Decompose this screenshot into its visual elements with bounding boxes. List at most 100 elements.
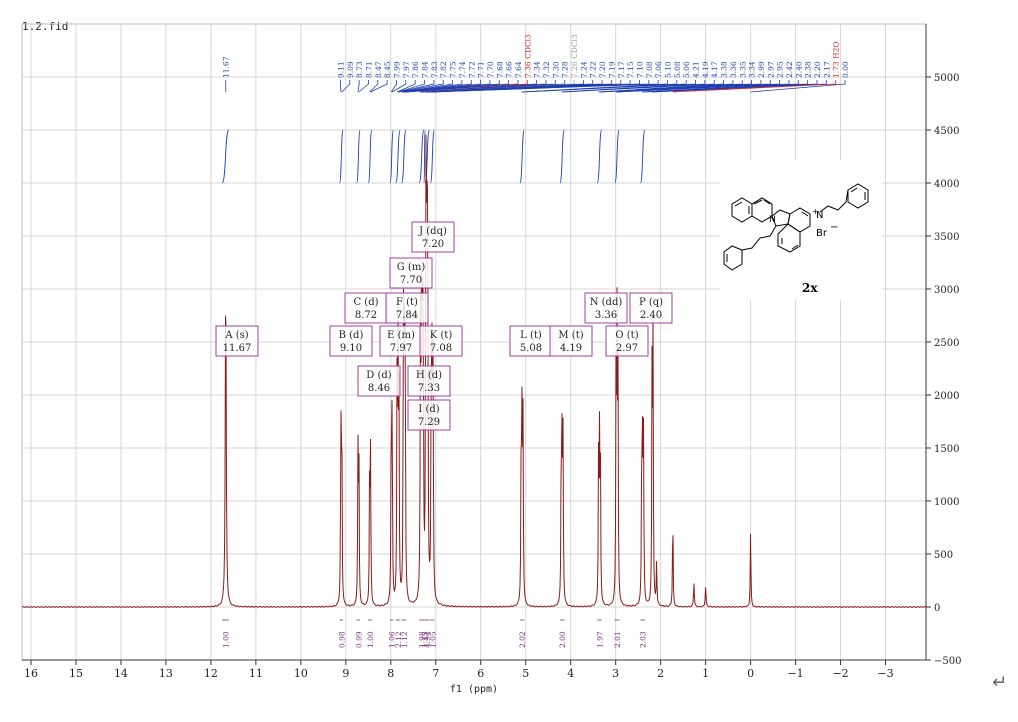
integral-curve (389, 129, 394, 184)
peak-ppm-label: 3.35 (738, 61, 747, 78)
peak-connector (523, 80, 687, 93)
peak-ppm-label: 4.21 (692, 61, 701, 78)
multiplet-label: G (m) (397, 262, 426, 273)
x-tick-label: 12 (204, 667, 218, 680)
peak-ppm-label: 7.83 (430, 61, 439, 78)
integral-curve (614, 129, 620, 184)
peak-connector (370, 80, 388, 93)
peak-ppm-label: 2.42 (785, 61, 794, 78)
multiplet-shift: 4.19 (560, 343, 582, 354)
peak-ppm-label: 4.17 (710, 61, 719, 78)
x-tick-label: 15 (69, 667, 83, 680)
multiplet-box: J (dq) 7.20 (411, 221, 455, 253)
y-tick-label: −500 (934, 656, 961, 667)
integral-value: 1.00 (222, 631, 231, 648)
x-tick-label: 8 (387, 667, 394, 680)
peak-connector (617, 80, 781, 93)
peak-connector (402, 80, 463, 93)
peak-ppm-label: 7.34 (533, 61, 542, 78)
multiplet-shift: 9.10 (340, 343, 362, 354)
integral-curve (429, 129, 435, 184)
peak-ppm-label: 7.20 (598, 61, 607, 78)
peak-connector (398, 80, 444, 93)
structure-counterion-charge: − (830, 222, 838, 233)
multiplet-box: D (d) 8.46 (357, 365, 401, 397)
peak-ppm-label: 7.74 (458, 61, 467, 78)
multiplet-box-frame (407, 399, 451, 431)
peak-ppm-label: 3.34 (748, 61, 757, 78)
integral-curves: 1.00 0.98 0.99 1.00 1.062.121.12 1.981.154.94… (222, 129, 648, 648)
multiplet-box-frame (215, 325, 259, 357)
multiplet-shift: 7.20 (422, 239, 444, 250)
x-tick-label: 13 (159, 667, 173, 680)
structure-background (720, 160, 882, 300)
multiplet-box: C (d) 8.72 (344, 292, 388, 324)
multiplet-shift: 8.46 (368, 383, 390, 394)
multiplet-label: B (d) (339, 330, 364, 341)
x-tick-label: 4 (567, 667, 574, 680)
integral-value: 1.06 (388, 631, 397, 648)
peak-ppm-label: 7.68 (495, 61, 504, 78)
x-tick-label: 3 (612, 667, 619, 680)
multiplet-shift: 8.72 (355, 310, 377, 321)
peak-ppm-label: 9.11 (336, 61, 345, 78)
peak-labels: 11.67 9.11 9.09 8.73 8.71 8.47 8.45 7.99 7.97 7.8… (222, 34, 850, 93)
multiplet-box: I (d) 7.29 (407, 399, 451, 431)
file-name: 1.2.fid (22, 20, 69, 33)
peak-ppm-label: 7.75 (449, 61, 458, 78)
integral-value: 1.15 (421, 631, 430, 648)
peak-ppm-label: 3.36 (729, 61, 738, 78)
peak-ppm-label: 7.72 (467, 61, 476, 78)
y-tick-label: 3000 (934, 285, 959, 296)
multiplet-label: F (t) (396, 297, 418, 308)
integral-curve (356, 129, 361, 184)
integral-value: 2.12 (394, 631, 403, 648)
multiplet-label: D (d) (366, 370, 391, 381)
multiplet-label: K (t) (430, 330, 453, 341)
integral-value: 2.03 (639, 631, 648, 648)
y-tick-label: 2000 (934, 391, 959, 402)
x-tick-label: 6 (477, 667, 484, 680)
integral-value: 4.94 (423, 631, 432, 648)
peak-ppm-label: 7.97 (402, 61, 411, 78)
peak-ppm-label: 7.66 (505, 61, 514, 78)
multiplet-label: A (s) (224, 330, 248, 341)
peak-connector (398, 80, 435, 93)
x-tick-label: 16 (24, 667, 38, 680)
peak-ppm-label: 7.86 (411, 61, 420, 78)
multiplet-label: N (dd) (590, 297, 623, 308)
peak-ppm-label: 7.30 (551, 61, 560, 78)
peak-ppm-label: 7.36 CDCl3 (523, 34, 532, 78)
multiplet-shift: 5.08 (520, 343, 542, 354)
peak-ppm-label: 0.00 (841, 61, 850, 78)
multiplet-shift: 7.33 (418, 383, 440, 394)
x-tick-label: 1 (702, 667, 709, 680)
x-tick-label: 0 (747, 667, 754, 680)
x-axis-label: f1 (ppm) (450, 684, 498, 695)
integral-curve (418, 129, 425, 184)
multiplet-label: E (m) (387, 330, 415, 341)
integral-value: 1.98 (418, 631, 427, 648)
peak-ppm-label: 7.84 (421, 61, 430, 78)
integral-curve (519, 129, 525, 184)
integral-curve (339, 129, 344, 184)
peak-ppm-label: 5.10 (663, 61, 672, 78)
multiplet-box: L (t) 5.08 (509, 325, 553, 357)
x-tick-label: −1 (787, 667, 803, 680)
peak-connector (672, 80, 837, 93)
multiplet-box-frame (584, 292, 628, 324)
peak-connector (369, 80, 379, 93)
multiplet-box: F (t) 7.84 (385, 292, 429, 324)
y-tick-label: 5000 (934, 73, 959, 84)
y-tick-label: 0 (934, 603, 940, 614)
grid (21, 23, 927, 661)
peak-ppm-label: 2.97 (766, 61, 775, 78)
multiplet-box: O (t) 2.97 (605, 325, 649, 357)
peak-ppm-label: 2.40 (794, 61, 803, 78)
spectrum-trace (21, 134, 927, 608)
y-tick-label: 1500 (934, 444, 959, 455)
multiplet-box-frame (419, 325, 463, 357)
peak-ppm-label: 8.71 (364, 61, 373, 78)
peak-ppm-label: 7.28 (561, 61, 570, 78)
peak-ppm-label: 5.06 (682, 61, 691, 78)
